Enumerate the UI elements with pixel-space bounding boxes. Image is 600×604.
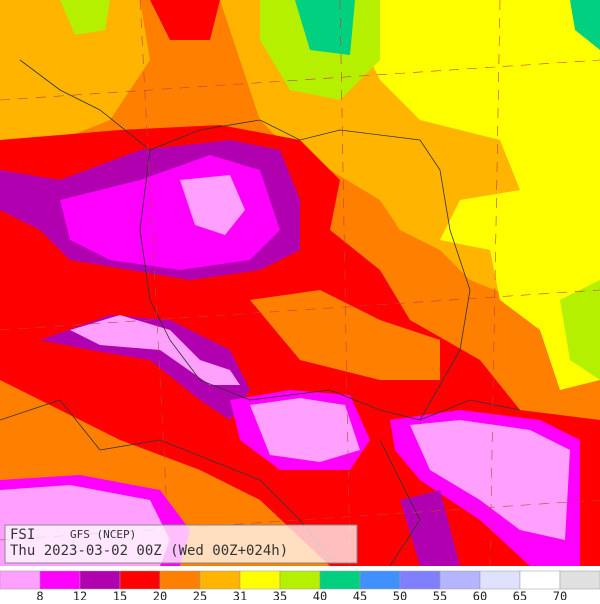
map: FSI GFS (NCEP) Thu 2023-03-02 00Z (Wed 0… — [0, 0, 600, 567]
field — [60, 0, 110, 35]
legend-label: 35 — [273, 590, 287, 601]
legend-label: 15 — [113, 590, 127, 601]
info-box — [4, 524, 358, 564]
legend-swatch — [319, 570, 361, 590]
field — [350, 0, 600, 390]
model-label: GFS (NCEP) — [70, 528, 136, 541]
legend-swatch — [439, 570, 481, 590]
field — [250, 398, 360, 462]
legend-label: 20 — [153, 590, 167, 601]
legend-swatch — [159, 570, 201, 590]
legend-label: 45 — [353, 590, 367, 601]
borders — [0, 59, 521, 567]
field — [180, 175, 245, 235]
legend-label: 12 — [73, 590, 87, 601]
field — [0, 0, 150, 140]
legend-swatch — [359, 570, 401, 590]
field — [560, 280, 600, 380]
legend-swatch — [399, 570, 441, 590]
field — [570, 0, 600, 50]
field — [70, 315, 240, 385]
field — [250, 290, 440, 380]
legend-swatch — [559, 570, 600, 590]
legend-label: 40 — [313, 590, 327, 601]
legend-swatch — [279, 570, 321, 590]
valid-time: Thu 2023-03-02 00Z (Wed 00Z+024h) — [10, 543, 288, 559]
legend-swatch — [199, 570, 241, 590]
legend-swatch — [239, 570, 281, 590]
field — [400, 490, 460, 566]
field — [150, 0, 220, 40]
legend-swatch — [39, 570, 81, 590]
legend-label: 60 — [473, 590, 487, 601]
legend-label: 31 — [233, 590, 247, 601]
legend-label: 8 — [36, 590, 43, 601]
legend-label: 65 — [513, 590, 527, 601]
legend-swatch — [119, 570, 161, 590]
legend: 8 12 15 20 25 31 35 40 45 50 55 60 65 70 — [0, 570, 600, 604]
field — [295, 0, 355, 55]
legend-label: 25 — [193, 590, 207, 601]
field — [410, 420, 570, 540]
legend-swatch — [0, 570, 41, 590]
legend-swatch — [479, 570, 521, 590]
legend-label: 70 — [553, 590, 567, 601]
legend-swatch — [519, 570, 561, 590]
legend-label: 55 — [433, 590, 447, 601]
legend-swatch — [79, 570, 121, 590]
graticule — [0, 0, 600, 567]
legend-label: 50 — [393, 590, 407, 601]
map-title: FSI — [10, 527, 35, 543]
